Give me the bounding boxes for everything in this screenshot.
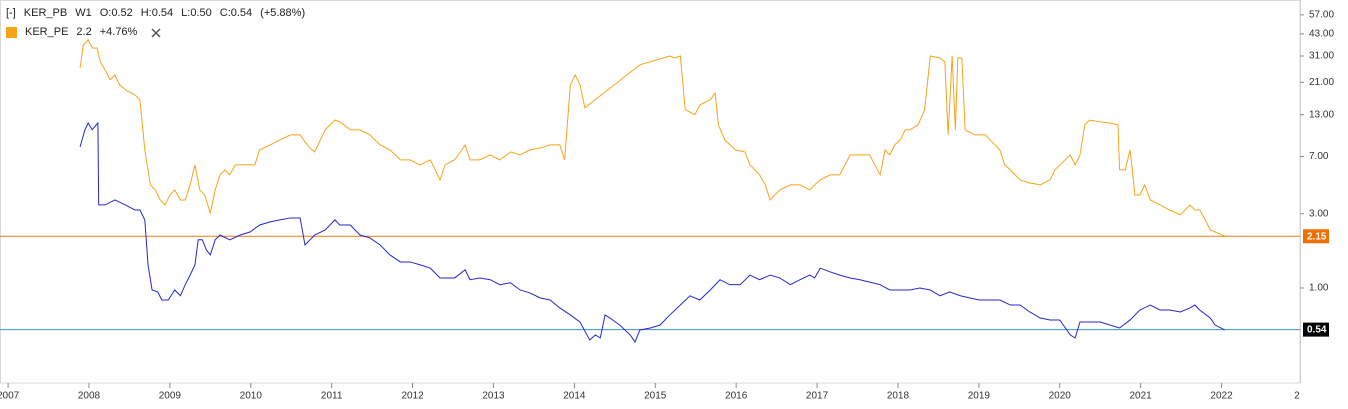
legend-name: KER_PE <box>25 26 69 38</box>
x-tick-label: 2009 <box>159 391 182 402</box>
price-label-box <box>1303 322 1329 337</box>
x-tick-label: 2021 <box>1130 391 1153 402</box>
legend-name: KER_PB <box>23 7 68 19</box>
x-tick-label: 2015 <box>644 391 667 402</box>
legend-swatch <box>6 27 17 38</box>
legend-info: 2.2 <box>76 26 92 38</box>
x-tick-label: 2012 <box>401 391 424 402</box>
y-tick-label: 1.00 <box>1309 283 1329 294</box>
legend-info: H:0.54 <box>140 7 174 19</box>
legend-info: C:0.54 <box>219 7 253 19</box>
price-label-box <box>1303 229 1329 244</box>
x-tick-label: 2022 <box>1210 391 1233 402</box>
y-tick-label: 43.00 <box>1309 29 1334 40</box>
legend-row: KER_PE 2.2 +4.76% <box>6 23 305 42</box>
y-tick-label: 31.00 <box>1309 51 1334 62</box>
x-tick-label: 2019 <box>968 391 991 402</box>
legend-row: [-] KER_PB W1 O:0.52 H:0.54 L:0.50 C:0.54 (+5… <box>6 4 305 23</box>
x-tick-label: 2020 <box>1049 391 1072 402</box>
legend-info: +4.76% <box>99 26 138 38</box>
y-tick-label: 13.00 <box>1309 109 1334 120</box>
legend-info: O:0.52 <box>99 7 133 19</box>
x-tick-label: 2014 <box>563 391 586 402</box>
x-tick-label: 2011 <box>321 391 343 402</box>
series-line <box>79 38 1225 237</box>
series-line <box>79 121 1225 343</box>
legend-info: L:0.50 <box>181 7 212 19</box>
legend-info: W1 <box>75 7 92 19</box>
x-tick-label: 2008 <box>78 391 101 402</box>
y-tick-label: 7.00 <box>1309 151 1329 162</box>
x-tick-label: 2013 <box>482 391 505 402</box>
price-label: 2.15 <box>1307 231 1327 242</box>
x-tick-label: 2007 <box>0 391 20 402</box>
legend: [-] KER_PB W1 O:0.52 H:0.54 L:0.50 C:0.54 (+5… <box>6 4 305 42</box>
x-tick-label: 2016 <box>725 391 748 402</box>
x-tick-label: 2010 <box>240 391 263 402</box>
y-axis-panel <box>1300 0 1348 409</box>
price-label: 0.54 <box>1307 325 1327 336</box>
y-tick-label: 3.00 <box>1309 208 1329 219</box>
x-tick-label: 2018 <box>887 391 910 402</box>
legend-info: (+5.88%) <box>260 7 306 19</box>
close-icon[interactable] <box>151 27 161 38</box>
collapse-toggle[interactable]: [-] <box>6 7 16 19</box>
plot-frame <box>0 0 1301 384</box>
x-tick-label: 2017 <box>806 391 829 402</box>
y-tick-label: 21.00 <box>1309 77 1334 88</box>
y-tick-label: 57.00 <box>1309 9 1334 20</box>
